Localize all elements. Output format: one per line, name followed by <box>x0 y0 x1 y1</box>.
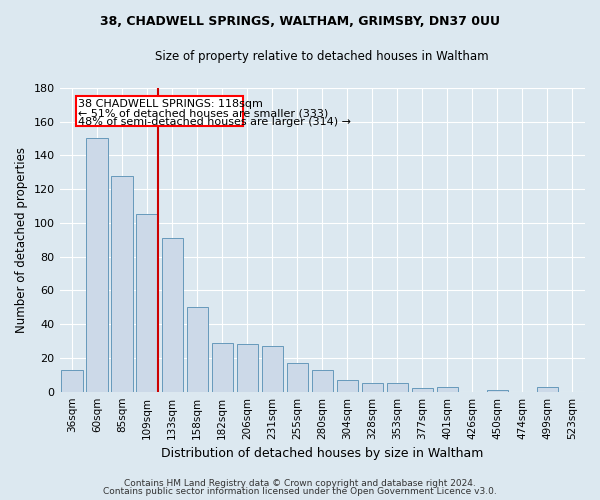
Text: 38, CHADWELL SPRINGS, WALTHAM, GRIMSBY, DN37 0UU: 38, CHADWELL SPRINGS, WALTHAM, GRIMSBY, … <box>100 15 500 28</box>
Bar <box>437 386 458 392</box>
Bar <box>161 238 183 392</box>
Bar <box>362 383 383 392</box>
Bar <box>86 138 108 392</box>
Y-axis label: Number of detached properties: Number of detached properties <box>15 146 28 332</box>
Text: Contains HM Land Registry data © Crown copyright and database right 2024.: Contains HM Land Registry data © Crown c… <box>124 478 476 488</box>
Bar <box>287 363 308 392</box>
Bar <box>187 308 208 392</box>
Text: Contains public sector information licensed under the Open Government Licence v3: Contains public sector information licen… <box>103 487 497 496</box>
Text: 38 CHADWELL SPRINGS: 118sqm: 38 CHADWELL SPRINGS: 118sqm <box>79 99 263 109</box>
Text: 48% of semi-detached houses are larger (314) →: 48% of semi-detached houses are larger (… <box>79 118 352 128</box>
Bar <box>136 214 158 392</box>
Bar <box>337 380 358 392</box>
Bar <box>262 346 283 392</box>
Bar <box>212 342 233 392</box>
X-axis label: Distribution of detached houses by size in Waltham: Distribution of detached houses by size … <box>161 447 484 460</box>
Title: Size of property relative to detached houses in Waltham: Size of property relative to detached ho… <box>155 50 489 63</box>
Bar <box>236 344 258 392</box>
Bar <box>61 370 83 392</box>
Text: ← 51% of detached houses are smaller (333): ← 51% of detached houses are smaller (33… <box>79 108 329 118</box>
FancyBboxPatch shape <box>76 96 244 126</box>
Bar <box>412 388 433 392</box>
Bar <box>387 383 408 392</box>
Bar <box>487 390 508 392</box>
Bar <box>112 176 133 392</box>
Bar <box>311 370 333 392</box>
Bar <box>537 386 558 392</box>
